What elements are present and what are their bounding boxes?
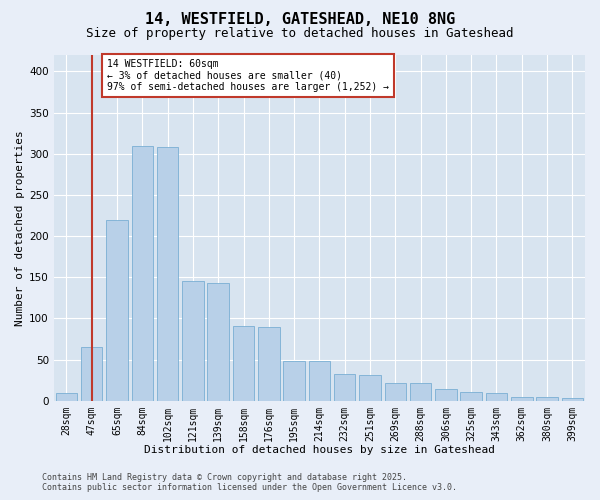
Text: 14 WESTFIELD: 60sqm
← 3% of detached houses are smaller (40)
97% of semi-detache: 14 WESTFIELD: 60sqm ← 3% of detached hou… [107,59,389,92]
Bar [81,347,103,401]
Bar [460,392,482,400]
X-axis label: Distribution of detached houses by size in Gateshead: Distribution of detached houses by size … [144,445,495,455]
Bar [157,147,178,401]
Bar [536,396,558,400]
Bar [410,384,431,400]
Bar [233,326,254,400]
Bar [106,220,128,400]
Bar [308,361,330,401]
Bar [182,282,203,401]
Bar [131,146,153,400]
Text: Size of property relative to detached houses in Gateshead: Size of property relative to detached ho… [86,28,514,40]
Bar [435,389,457,400]
Bar [511,396,533,400]
Bar [385,382,406,400]
Bar [562,398,583,400]
Text: 14, WESTFIELD, GATESHEAD, NE10 8NG: 14, WESTFIELD, GATESHEAD, NE10 8NG [145,12,455,26]
Bar [208,283,229,401]
Y-axis label: Number of detached properties: Number of detached properties [15,130,25,326]
Bar [486,394,507,400]
Bar [258,326,280,400]
Bar [56,394,77,400]
Bar [334,374,355,400]
Bar [359,375,381,400]
Bar [283,361,305,401]
Text: Contains HM Land Registry data © Crown copyright and database right 2025.
Contai: Contains HM Land Registry data © Crown c… [42,473,457,492]
